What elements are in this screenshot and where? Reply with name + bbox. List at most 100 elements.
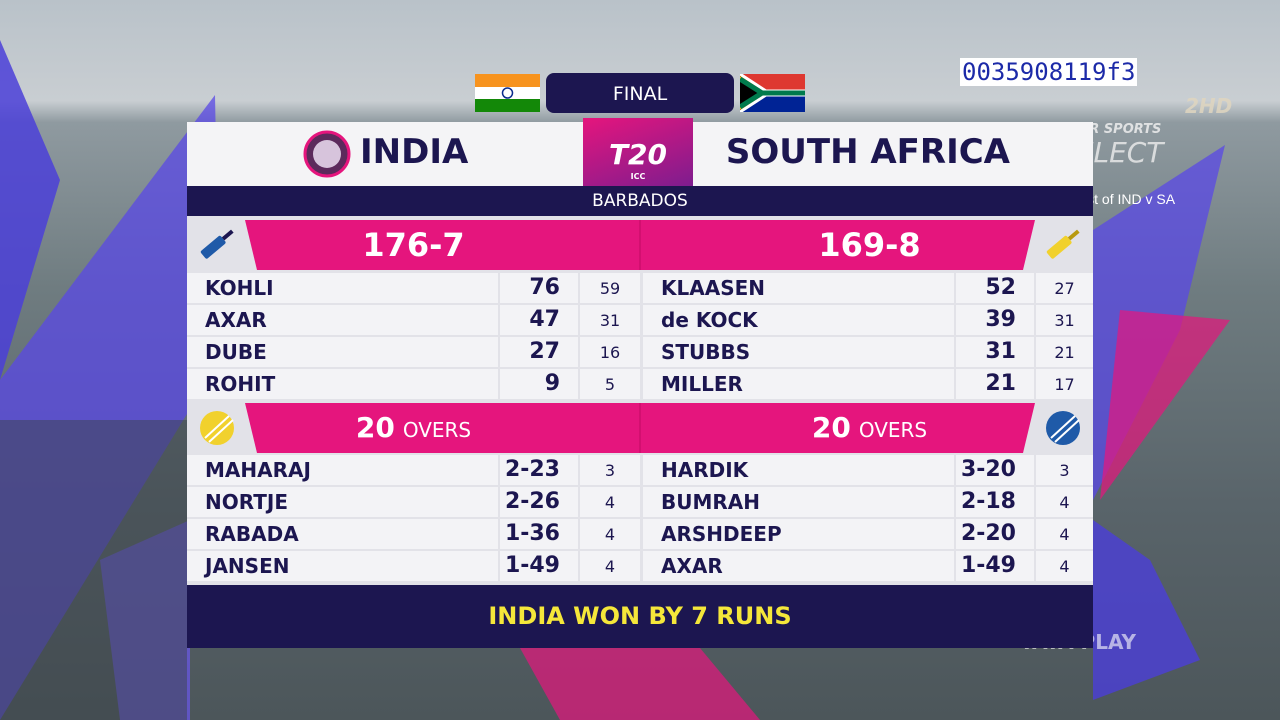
batting-name: STUBBS [661, 340, 751, 364]
row-value-cell [500, 519, 578, 549]
south-africa-flag [740, 74, 805, 112]
row-value-cell [500, 369, 578, 399]
bowling-overs: 3 [1059, 461, 1070, 480]
row-name-cell [187, 273, 498, 303]
batting-name: DUBE [205, 340, 267, 364]
row-name-cell [643, 305, 954, 335]
batting-balls: 27 [1054, 279, 1075, 298]
row-value-cell [956, 305, 1034, 335]
row-extra-cell [580, 337, 640, 367]
bowling-overs: 4 [1059, 557, 1070, 576]
watermark: 0035908119f3 [960, 58, 1138, 86]
row-extra-cell [1036, 305, 1093, 335]
row-extra-cell [1036, 519, 1093, 549]
bowling-figures: 2-26 [504, 489, 560, 514]
overs-text: OVERS [402, 418, 472, 442]
row-value-cell [956, 519, 1034, 549]
row-value-cell [956, 337, 1034, 367]
row-extra-cell [580, 273, 640, 303]
batting-balls: 17 [1054, 375, 1075, 394]
batting-name: de KOCK [661, 308, 758, 332]
row-extra-cell [580, 369, 640, 399]
promo: Best of IND v SA [1070, 191, 1176, 207]
row-name-cell [187, 487, 498, 517]
row-name-cell [643, 487, 954, 517]
batting-runs: 52 [985, 275, 1016, 300]
score: 169-8 [818, 226, 921, 264]
row-value-cell [500, 455, 578, 485]
row-extra-cell [580, 305, 640, 335]
row-name-cell [643, 519, 954, 549]
row-extra-cell [1036, 273, 1093, 303]
row-extra-cell [1036, 337, 1093, 367]
overs-text: 20 [811, 411, 851, 444]
row-name-cell [643, 455, 954, 485]
row-extra-cell [1036, 487, 1093, 517]
batting-balls: 59 [599, 279, 621, 298]
bowling-overs: 4 [604, 525, 616, 544]
overs-text: OVERS [858, 418, 928, 442]
team-name: SOUTH AFRICA [725, 132, 1010, 172]
bowling-name: JANSEN [205, 554, 290, 578]
row-name-cell [187, 337, 498, 367]
bowling-name: AXAR [661, 554, 723, 578]
row-name-cell [643, 337, 954, 367]
team-logo [303, 130, 351, 178]
bowling-figures: 3-20 [960, 457, 1016, 482]
result-bar [187, 585, 1093, 648]
row-value-cell [956, 369, 1034, 399]
stage: FINAL [612, 83, 668, 105]
bowling-overs: 4 [1059, 525, 1070, 544]
bowling-overs: 4 [604, 557, 616, 576]
batting-runs: 9 [544, 371, 560, 396]
row-name-cell [187, 369, 498, 399]
bowling-overs: 3 [604, 461, 616, 480]
venue: BARBADOS [592, 191, 688, 211]
row-name-cell [643, 551, 954, 581]
batting-name: KOHLI [205, 276, 274, 300]
bowling-name: NORTJE [205, 490, 288, 514]
event-logo-text: T20 [608, 138, 668, 171]
bowling-name: MAHARAJ [205, 458, 311, 482]
row-extra-cell [580, 551, 640, 581]
row-name-cell [187, 305, 498, 335]
row-value-cell [500, 273, 578, 303]
row-value-cell [500, 487, 578, 517]
row-value-cell [956, 487, 1034, 517]
row-value-cell [956, 273, 1034, 303]
batting-runs: 27 [529, 339, 560, 364]
row-name-cell [643, 273, 954, 303]
bowling-name: BUMRAH [661, 490, 761, 514]
batting-name: KLAASEN [661, 276, 766, 300]
event-logo-sub: ICC [630, 172, 646, 181]
batting-balls: 16 [599, 343, 621, 362]
stage-pill [546, 73, 734, 113]
batting-runs: 21 [985, 371, 1016, 396]
bars [200, 220, 1080, 453]
venue-bar [187, 186, 1093, 216]
batting-balls: 5 [604, 375, 616, 394]
bowling-overs: 4 [604, 493, 616, 512]
batting-balls: 21 [1054, 343, 1075, 362]
team-name: INDIA [360, 132, 469, 172]
bowling-figures: 2-20 [960, 521, 1016, 546]
overs-label: 20 OVERS [643, 411, 1096, 444]
row-value-cell [956, 551, 1034, 581]
row-extra-cell [580, 519, 640, 549]
row-name-cell [187, 551, 498, 581]
channel-hd: 2HD [1185, 94, 1233, 118]
result: INDIA WON BY 7 RUNS [488, 602, 792, 630]
bowling-figures: 1-36 [504, 521, 560, 546]
row-name-cell [187, 455, 498, 485]
overs-label: 20 OVERS [187, 411, 640, 444]
batting-runs: 76 [529, 275, 560, 300]
event-logo [583, 118, 693, 190]
batting-runs: 39 [985, 307, 1016, 332]
bowling-figures: 2-18 [960, 489, 1016, 514]
bowling-name: HARDIK [661, 458, 749, 482]
row-name-cell [643, 369, 954, 399]
row-name-cell [187, 519, 498, 549]
batting-name: AXAR [205, 308, 267, 332]
